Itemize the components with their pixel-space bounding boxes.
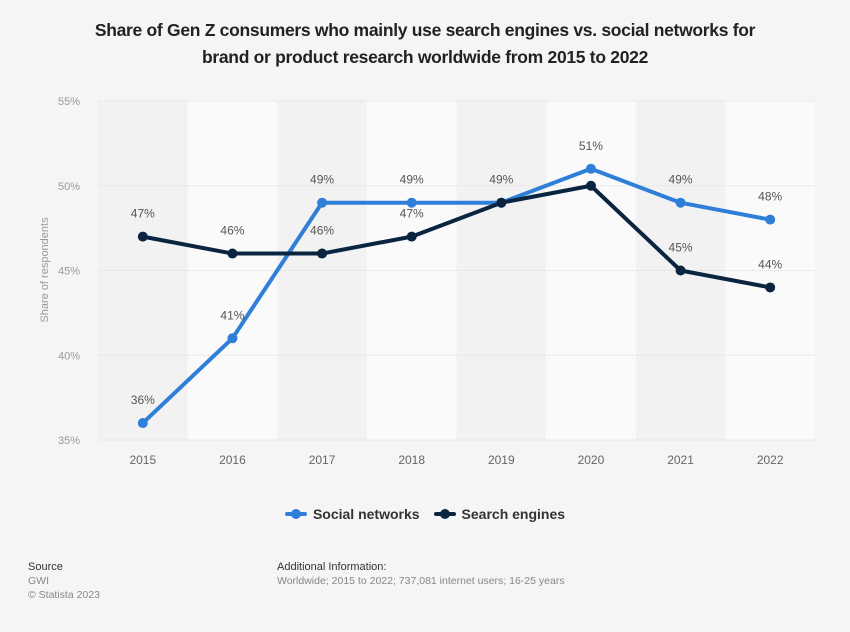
series-lines bbox=[141, 166, 771, 425]
social-networks-point bbox=[137, 418, 148, 429]
column-band bbox=[456, 101, 547, 440]
legend-label: Search engines bbox=[461, 506, 566, 522]
search-engines-point bbox=[585, 180, 596, 191]
search-engines-data-label: 46% bbox=[220, 224, 244, 238]
x-tick-label: 2018 bbox=[398, 453, 425, 467]
social-networks-swatch-icon bbox=[284, 509, 307, 519]
y-tick-label: 40% bbox=[58, 350, 80, 362]
legend-item-social-networks[interactable]: Social networks bbox=[284, 506, 420, 522]
x-axis-ticks: 2015 2016 2017 2018 2019 2020 2021 2022 bbox=[129, 453, 783, 467]
line-chart: 35% 40% 45% 50% 55% Share of respondents 201… bbox=[39, 96, 815, 467]
search-engines-data-label: 46% bbox=[310, 224, 334, 238]
y-axis-label: Share of respondents bbox=[39, 217, 51, 323]
legend: Social networks Search engines bbox=[0, 506, 850, 522]
x-tick-label: 2020 bbox=[578, 453, 605, 467]
search-engines-data-label: 47% bbox=[400, 207, 424, 221]
y-tick-label: 45% bbox=[58, 266, 80, 278]
y-axis-ticks: 35% 40% 45% 50% 55% bbox=[58, 96, 80, 447]
social-networks-data-label: 49% bbox=[310, 173, 334, 187]
x-tick-label: 2016 bbox=[219, 453, 246, 467]
search-engines-line bbox=[142, 183, 771, 290]
additional-info-value: Worldwide; 2015 to 2022; 737,081 interne… bbox=[277, 575, 565, 587]
additional-info-heading: Additional Information: bbox=[277, 561, 387, 573]
search-engines-point bbox=[137, 231, 148, 242]
social-networks-line bbox=[141, 166, 771, 425]
y-tick-label: 50% bbox=[58, 181, 80, 193]
source-heading: Source bbox=[28, 561, 63, 573]
social-networks-data-label: 49% bbox=[489, 173, 513, 187]
social-networks-point bbox=[227, 333, 238, 344]
social-networks-data-label: 49% bbox=[400, 173, 424, 187]
search-engines-data-label: 44% bbox=[758, 257, 782, 271]
gridlines bbox=[98, 100, 815, 441]
x-tick-label: 2019 bbox=[488, 453, 515, 467]
social-networks-data-label: 41% bbox=[220, 308, 244, 322]
social-networks-data-label: 51% bbox=[579, 139, 603, 153]
search-engines-data-label: 45% bbox=[669, 241, 693, 255]
y-tick-label: 55% bbox=[58, 96, 80, 108]
social-networks-data-label: 36% bbox=[131, 393, 155, 407]
social-networks-data-label: 49% bbox=[669, 173, 693, 187]
y-tick-label: 35% bbox=[58, 435, 80, 447]
social-networks-data-label: 48% bbox=[758, 190, 782, 204]
column-band bbox=[366, 101, 457, 440]
search-engines-point bbox=[765, 282, 776, 293]
series-points bbox=[137, 163, 776, 429]
legend-item-search-engines[interactable]: Search engines bbox=[433, 506, 566, 522]
x-tick-label: 2022 bbox=[757, 453, 784, 467]
social-networks-point bbox=[675, 197, 686, 208]
x-tick-label: 2015 bbox=[129, 453, 156, 467]
search-engines-point bbox=[675, 265, 686, 276]
search-engines-point bbox=[406, 231, 417, 242]
social-networks-point bbox=[585, 163, 596, 174]
social-networks-point bbox=[317, 197, 328, 208]
search-engines-data-label: 47% bbox=[131, 207, 155, 221]
social-networks-point bbox=[406, 197, 417, 208]
chart-title-line-1: Share of Gen Z consumers who mainly use … bbox=[94, 20, 756, 40]
source-value[interactable]: GWI bbox=[28, 575, 49, 587]
data-labels: 36% 41% 49% 49% 49% 51% 49% 48% 47% 46% 46% 47% 45% 4… bbox=[131, 139, 783, 407]
search-engines-swatch-icon bbox=[433, 509, 456, 519]
chart-title: Share of Gen Z consumers who mainly use … bbox=[0, 17, 850, 71]
x-tick-label: 2021 bbox=[667, 453, 694, 467]
social-networks-point bbox=[765, 214, 776, 225]
search-engines-point bbox=[227, 248, 238, 259]
x-tick-label: 2017 bbox=[309, 453, 336, 467]
copyright: © Statista 2023 bbox=[28, 589, 100, 601]
chart-title-line-2: brand or product research worldwide from… bbox=[201, 47, 649, 67]
search-engines-point bbox=[496, 197, 507, 208]
legend-label: Social networks bbox=[312, 506, 420, 522]
search-engines-point bbox=[317, 248, 328, 259]
